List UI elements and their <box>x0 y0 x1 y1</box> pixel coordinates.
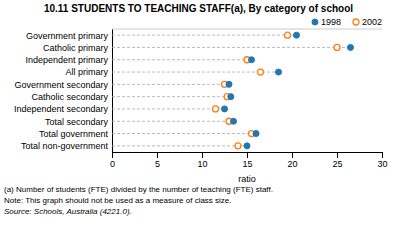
footnote: Note: This graph should not be used as a… <box>4 196 232 205</box>
y-tick: Total secondary <box>45 117 109 127</box>
x-tick-label: 30 <box>377 159 387 169</box>
x-tick: 20 <box>287 152 297 169</box>
x-tick-label: 10 <box>197 159 207 169</box>
leader-line <box>112 84 229 85</box>
y-tick-label: Independent primary <box>25 55 108 65</box>
series <box>213 32 341 149</box>
y-tick: Total non-government <box>21 141 109 151</box>
y-tick: Catholic primary <box>43 43 109 53</box>
leader-line <box>112 35 297 36</box>
x-axis-title: ratio <box>238 174 256 184</box>
x-tick: 0 <box>110 152 115 169</box>
leader-line <box>112 145 247 146</box>
legend-item: 1998 <box>312 17 341 27</box>
series <box>222 32 354 149</box>
legend-symbol <box>353 19 359 25</box>
x-tick-mark <box>292 152 293 158</box>
x-tick: 15 <box>242 152 252 169</box>
x-tick: 10 <box>197 152 207 169</box>
y-tick-label: Government primary <box>26 31 109 41</box>
y-tick-label: Total government <box>39 129 109 139</box>
y-axis-line <box>112 30 113 153</box>
x-tick-mark <box>202 152 203 158</box>
x-tick: 5 <box>155 152 160 169</box>
footnote: Source: Schools, Australia (4221.0). <box>4 207 132 216</box>
x-tick-label: 5 <box>155 159 160 169</box>
x-tick-label: 15 <box>242 159 252 169</box>
legend: 1998 2002 <box>312 17 382 27</box>
plot: 0 5 10 15 20 25 30 Government primary Catholic p… <box>14 29 388 169</box>
leader-line <box>112 108 225 109</box>
y-tick-label: Government secondary <box>14 80 108 90</box>
x-tick: 30 <box>377 152 387 169</box>
point <box>228 94 234 100</box>
leader-line <box>112 72 279 73</box>
point <box>258 69 264 75</box>
point <box>276 69 282 75</box>
x-tick-mark <box>157 152 158 158</box>
x-tick-mark <box>337 152 338 158</box>
y-tick: Government secondary <box>14 80 108 90</box>
leader-line <box>112 96 231 97</box>
y-tick-label: Catholic secondary <box>31 92 108 102</box>
y-tick: All primary <box>65 67 108 77</box>
y-axis: Government primary Catholic primary Indepe… <box>14 30 113 153</box>
y-tick-label: All primary <box>65 67 108 77</box>
y-tick-label: Catholic primary <box>43 43 109 53</box>
plot-frame-top <box>112 29 382 30</box>
y-tick: Independent primary <box>25 55 108 65</box>
x-tick-mark <box>247 152 248 158</box>
legend-symbol <box>312 19 318 25</box>
y-tick: Independent secondary <box>14 104 109 114</box>
chart: 10.11 STUDENTS TO TEACHING STAFF(a), By … <box>0 0 397 227</box>
point <box>334 44 340 50</box>
leader-line <box>112 59 252 60</box>
footnote: (a) Number of students (FTE) divided by … <box>4 185 273 194</box>
leader-line <box>112 121 234 122</box>
point <box>226 81 232 87</box>
leader-line <box>112 47 351 48</box>
y-tick: Total government <box>39 129 109 139</box>
marks <box>112 32 354 149</box>
point <box>244 143 250 149</box>
x-tick-label: 20 <box>287 159 297 169</box>
x-axis: 0 5 10 15 20 25 30 <box>110 152 388 169</box>
x-tick-label: 0 <box>110 159 115 169</box>
y-tick-label: Independent secondary <box>14 104 109 114</box>
point <box>235 143 241 149</box>
point <box>222 106 228 112</box>
x-tick-mark <box>112 152 113 158</box>
x-tick: 25 <box>332 152 342 169</box>
legend-item: 2002 <box>353 17 382 27</box>
point <box>253 131 259 137</box>
point <box>213 106 219 112</box>
y-tick: Catholic secondary <box>31 92 108 102</box>
x-axis-line <box>113 153 383 159</box>
x-tick-mark <box>382 152 383 158</box>
x-tick-label: 25 <box>332 159 342 169</box>
title: 10.11 STUDENTS TO TEACHING STAFF(a), By … <box>44 3 353 14</box>
y-tick-label: Total secondary <box>45 117 109 127</box>
point <box>249 57 255 63</box>
y-tick-label: Total non-government <box>21 141 109 151</box>
point <box>348 44 354 50</box>
leader-line <box>112 133 256 134</box>
y-tick: Government primary <box>26 31 109 41</box>
legend-label: 1998 <box>321 17 341 27</box>
legend-label: 2002 <box>362 17 382 27</box>
point <box>294 32 300 38</box>
point <box>285 32 291 38</box>
leader-lines <box>112 35 351 146</box>
point <box>231 118 237 124</box>
